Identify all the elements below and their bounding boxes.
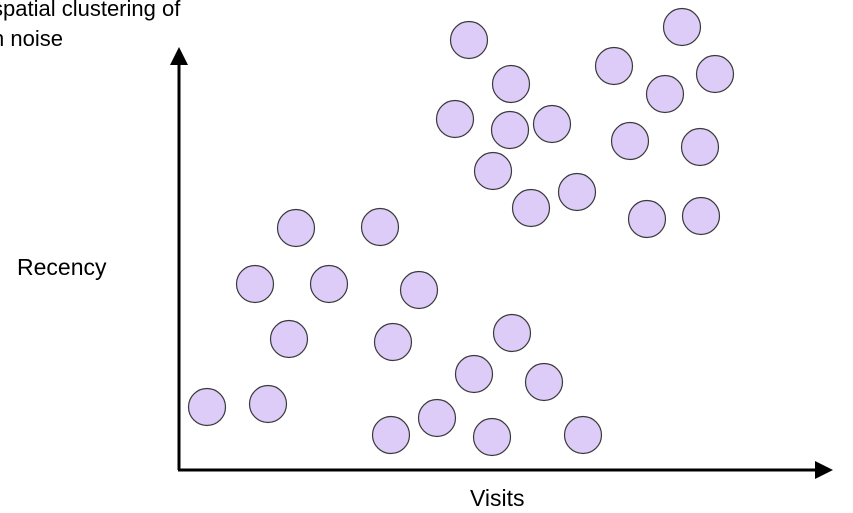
data-point [371, 415, 411, 455]
data-point [594, 46, 634, 86]
data-point [610, 121, 650, 161]
data-point [187, 387, 227, 427]
data-point [309, 264, 349, 304]
data-point [524, 362, 564, 402]
data-point [454, 354, 494, 394]
data-point [473, 151, 513, 191]
caption-line-2: n noise [0, 26, 63, 51]
data-point [269, 319, 309, 359]
data-point [662, 7, 702, 47]
caption-line-1: spatial clustering of [0, 0, 181, 21]
data-point [492, 313, 532, 353]
data-points [187, 7, 735, 457]
y-axis-label: Recency [17, 254, 107, 280]
data-point [235, 264, 275, 304]
data-point [532, 104, 572, 144]
data-point [695, 54, 735, 94]
data-point [563, 415, 603, 455]
data-point [680, 127, 720, 167]
data-point [248, 384, 288, 424]
data-point [491, 64, 531, 104]
data-point [417, 398, 457, 438]
data-point [276, 208, 316, 248]
x-axis-label: Visits [470, 485, 525, 511]
data-point [399, 270, 439, 310]
data-point [681, 196, 721, 236]
data-point [472, 417, 512, 457]
data-point [490, 110, 530, 150]
data-point [435, 99, 475, 139]
data-point [449, 20, 489, 60]
data-point [645, 74, 685, 114]
diagram-caption: spatial clustering of n noise [0, 0, 180, 54]
data-point [627, 199, 667, 239]
data-point [360, 207, 400, 247]
data-point [373, 322, 413, 362]
data-point [557, 172, 597, 212]
data-point [511, 188, 551, 228]
